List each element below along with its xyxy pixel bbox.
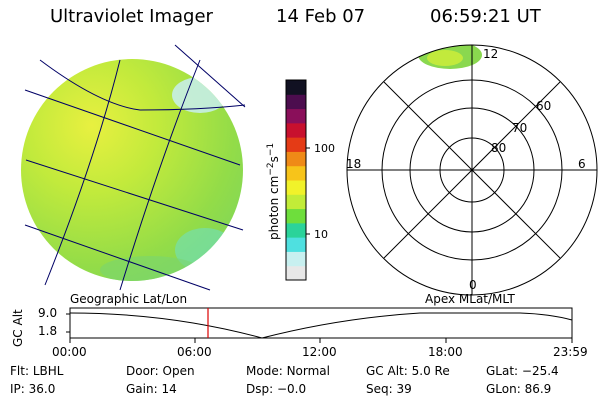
colorbar-band <box>286 165 306 181</box>
colorbar-band <box>286 180 306 195</box>
status-gc-alt: GC Alt: 5.0 Re <box>366 364 450 378</box>
colorbar <box>286 80 306 281</box>
colorbar-band <box>286 108 306 124</box>
mlt-label-0: 0 <box>469 278 477 292</box>
status-glat: GLat: −25.4 <box>486 364 559 378</box>
status-ip: IP: 36.0 <box>10 382 56 396</box>
altitude-curve <box>69 312 573 339</box>
apex-grid-title: Apex MLat/MLT <box>425 292 515 306</box>
colorbar-band <box>286 137 306 152</box>
altitude-tick-low: 1.8 <box>38 324 58 338</box>
colorbar-band <box>286 265 306 281</box>
altitude-tick-high: 9.0 <box>38 306 58 320</box>
instrument-title: Ultraviolet Imager <box>50 6 213 27</box>
colorbar-band <box>286 122 306 138</box>
status-filter: Flt: LBHL <box>10 364 64 378</box>
altitude-axis-label: GC Alt <box>11 309 25 347</box>
status-glon: GLon: 86.9 <box>486 382 552 396</box>
status-door: Door: Open <box>126 364 195 378</box>
time-tick-1800: 18:00 <box>428 345 463 359</box>
colorbar-band <box>286 222 306 238</box>
colorbar-band <box>286 151 306 167</box>
observation-time: 06:59:21 UT <box>430 6 541 27</box>
colorbar-band <box>286 237 306 252</box>
polar-plot <box>346 44 598 296</box>
colorbar-tick-100: 100 <box>314 142 335 155</box>
time-tick-2359: 23:59 <box>553 345 588 359</box>
colorbar-band <box>286 208 306 224</box>
colorbar-tick-10: 10 <box>314 228 328 241</box>
colorbar-band <box>286 80 306 95</box>
mlt-label-12: 12 <box>483 47 498 61</box>
mlt-label-18: 18 <box>346 157 361 171</box>
colorbar-band <box>286 194 306 210</box>
status-seq: Seq: 39 <box>366 382 412 396</box>
time-tick-0000: 00:00 <box>52 345 87 359</box>
observation-date: 14 Feb 07 <box>276 6 366 27</box>
time-tick-1200: 12:00 <box>302 345 337 359</box>
geographic-grid-title: Geographic Lat/Lon <box>70 292 188 306</box>
altitude-panel <box>66 307 573 343</box>
status-gain: Gain: 14 <box>126 382 177 396</box>
geographic-grid <box>24 44 246 291</box>
status-dsp: Dsp: −0.0 <box>246 382 307 396</box>
colorbar-frame <box>285 79 307 281</box>
lat-label-70: 70 <box>512 121 527 135</box>
colorbar-unit-label: photon cm−2s−1 <box>266 143 281 240</box>
colorbar-band <box>286 251 306 267</box>
lat-label-80: 80 <box>491 141 506 155</box>
status-mode: Mode: Normal <box>246 364 330 378</box>
mlt-label-6: 6 <box>578 157 586 171</box>
time-tick-0600: 06:00 <box>177 345 212 359</box>
colorbar-band <box>286 94 306 110</box>
lat-label-60: 60 <box>536 99 551 113</box>
